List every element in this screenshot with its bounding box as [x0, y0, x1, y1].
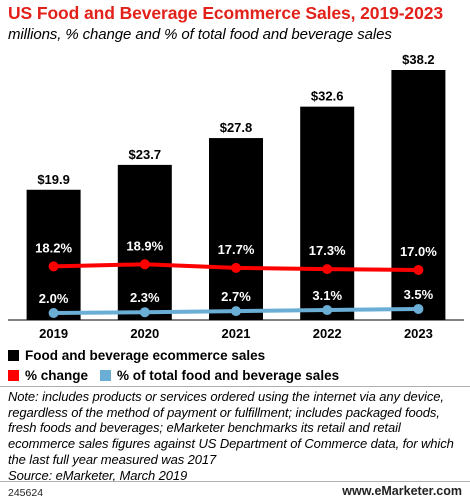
legend-label-sales: Food and beverage ecommerce sales — [25, 347, 266, 363]
chart-canvas: $19.9 $23.7 $27.8 $32.6 $38.2 18.2% 18.9% 17.7%… — [8, 52, 464, 341]
change-point-2020 — [139, 259, 150, 270]
x-tick-label-2022: 2022 — [313, 326, 342, 341]
legend-row-2: % change % of total food and beverage sa… — [8, 365, 339, 385]
legend-item-sales: Food and beverage ecommerce sales — [8, 345, 339, 365]
change-point-2023 — [413, 265, 424, 275]
bar-label-2022: $32.6 — [311, 89, 344, 104]
share-label-2019: 2.0% — [39, 291, 69, 306]
divider-top — [0, 386, 470, 387]
share-label-2020: 2.3% — [130, 290, 160, 305]
share-point-2023 — [413, 303, 424, 314]
chart-title: US Food and Beverage Ecommerce Sales, 20… — [8, 3, 443, 23]
legend-swatch-sales — [8, 349, 19, 361]
legend: Food and beverage ecommerce sales % chan… — [8, 345, 339, 385]
change-label-2022: 17.3% — [309, 243, 346, 258]
bar-label-2020: $23.7 — [129, 147, 162, 162]
source-text: Source: eMarketer, March 2019 — [8, 467, 188, 483]
note-text: Note: includes products or services orde… — [8, 389, 454, 467]
share-point-2020 — [139, 307, 150, 318]
chart-subtitle: millions, % change and % of total food a… — [8, 26, 392, 43]
share-label-2022: 3.1% — [312, 288, 342, 303]
share-label-2023: 3.5% — [404, 287, 434, 302]
change-label-2023: 17.0% — [400, 244, 437, 259]
x-tick-label-2023: 2023 — [404, 326, 433, 341]
footnote: Note: includes products or services orde… — [8, 389, 466, 483]
change-label-2021: 17.7% — [218, 242, 255, 257]
brand-link[interactable]: www.eMarketer.com — [342, 484, 462, 498]
bar-2022 — [300, 106, 355, 320]
x-tick-label-2020: 2020 — [130, 326, 159, 341]
x-tick-label-2021: 2021 — [222, 326, 251, 341]
change-point-2021 — [231, 262, 241, 273]
x-tick-label-2019: 2019 — [39, 326, 68, 341]
change-point-2019 — [48, 261, 59, 272]
change-label-2019: 18.2% — [35, 240, 72, 255]
bar-2020 — [117, 164, 172, 320]
chart-id: 245624 — [8, 487, 44, 499]
bar-2019 — [26, 189, 81, 320]
legend-label-share: % of total food and beverage sales — [117, 367, 340, 383]
share-label-2021: 2.7% — [221, 289, 251, 304]
share-point-2022 — [322, 305, 333, 316]
bar-2021 — [209, 138, 263, 320]
change-point-2022 — [322, 264, 333, 275]
bar-label-2019: $19.9 — [37, 172, 70, 187]
share-point-2021 — [231, 306, 241, 317]
legend-swatch-share — [100, 369, 112, 381]
legend-swatch-change — [8, 369, 19, 381]
bar-label-2021: $27.8 — [220, 120, 253, 135]
divider-bottom — [0, 481, 470, 482]
share-point-2019 — [48, 308, 59, 318]
bar-label-2023: $38.2 — [402, 52, 435, 67]
bar-2023 — [391, 70, 446, 320]
change-label-2020: 18.9% — [126, 238, 163, 253]
legend-label-change: % change — [25, 367, 89, 383]
